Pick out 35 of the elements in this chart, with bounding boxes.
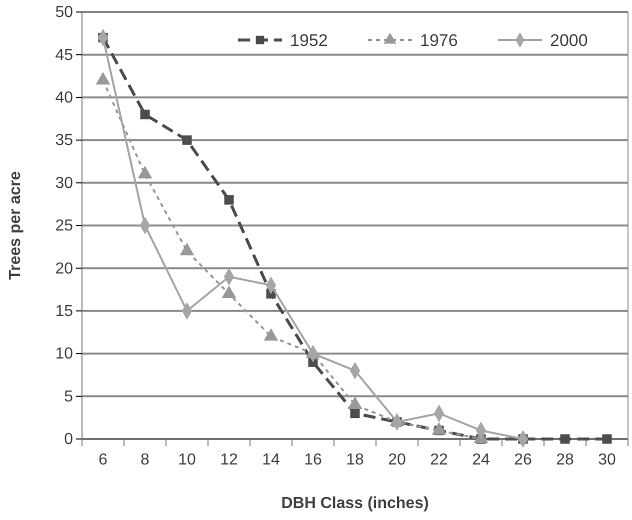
y-tick-label: 0 [64, 431, 74, 448]
legend-label: 2000 [550, 31, 588, 50]
x-axis-title: DBH Class (inches) [281, 495, 429, 512]
legend-label: 1952 [290, 31, 328, 50]
y-tick-label: 50 [55, 4, 74, 22]
y-tick-label: 15 [55, 303, 74, 320]
y-tick-label: 10 [55, 346, 74, 363]
x-tick-label: 28 [556, 451, 574, 468]
point [182, 135, 192, 145]
x-tick-label: 24 [472, 451, 490, 468]
y-tick-label: 35 [55, 132, 74, 150]
x-tick-label: 12 [220, 451, 238, 468]
x-tick-label: 6 [98, 451, 108, 468]
y-tick-label: 5 [64, 388, 74, 406]
point [560, 434, 570, 444]
x-tick-label: 22 [430, 451, 448, 468]
x-tick-label: 8 [140, 451, 150, 468]
x-tick-label: 18 [346, 451, 364, 468]
y-tick-label: 40 [55, 90, 74, 107]
point [140, 110, 150, 120]
x-tick-label: 16 [304, 451, 322, 468]
y-tick-label: 20 [55, 260, 74, 278]
point [350, 408, 360, 418]
x-tick-label: 26 [514, 451, 532, 468]
y-tick-label: 30 [55, 174, 74, 192]
point [602, 434, 612, 444]
x-tick-label: 30 [598, 451, 616, 468]
y-axis-title: Trees per acre [7, 171, 24, 280]
x-tick-label: 14 [262, 451, 280, 468]
point [224, 195, 234, 205]
x-tick-label: 20 [388, 451, 406, 468]
legend-label: 1976 [420, 31, 458, 50]
y-tick-label: 45 [55, 46, 74, 64]
y-tick-label: 25 [55, 218, 74, 235]
x-tick-label: 10 [178, 451, 196, 468]
